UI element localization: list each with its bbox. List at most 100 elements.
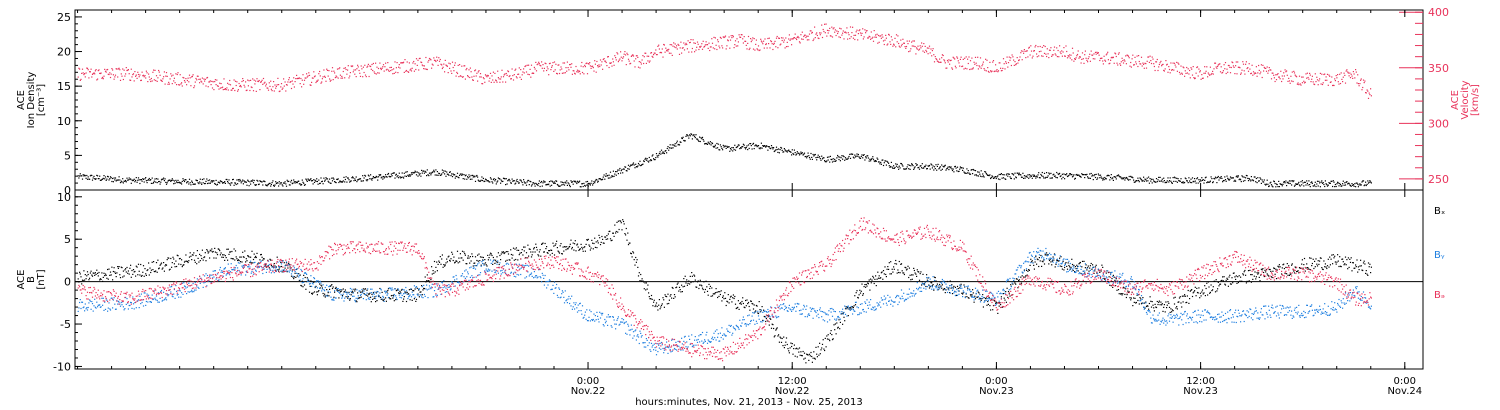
data-point: [324, 293, 326, 295]
data-point: [603, 242, 605, 244]
data-point: [901, 43, 903, 45]
data-point: [1127, 54, 1129, 57]
data-point: [470, 71, 472, 73]
data-point: [456, 250, 459, 252]
data-point: [982, 63, 984, 65]
data-point: [596, 60, 598, 63]
data-point: [605, 238, 607, 240]
data-point: [661, 303, 663, 305]
data-point: [201, 178, 203, 181]
data-point: [1245, 174, 1247, 177]
data-point: [80, 175, 82, 177]
data-point: [1247, 177, 1249, 179]
data-point: [1168, 181, 1170, 183]
data-point: [520, 78, 522, 80]
data-point: [1198, 179, 1200, 181]
data-point: [839, 27, 841, 29]
data-point: [987, 300, 989, 303]
y-tick-label: 0: [64, 184, 71, 197]
data-point: [884, 266, 886, 268]
data-point: [681, 47, 683, 49]
data-point: [370, 178, 372, 180]
data-point: [846, 27, 848, 29]
velocity-tick-label: 400: [1428, 6, 1449, 19]
data-point: [1089, 177, 1091, 179]
data-point: [219, 250, 221, 252]
data-point: [1205, 176, 1207, 178]
data-point: [860, 34, 862, 36]
data-point: [990, 309, 992, 311]
data-point: [1190, 67, 1192, 69]
data-point: [1252, 179, 1254, 181]
data-point: [1266, 66, 1268, 68]
data-point: [833, 27, 835, 29]
data-point: [616, 221, 618, 223]
data-point: [738, 308, 740, 310]
data-point: [1325, 183, 1327, 185]
data-point: [264, 181, 266, 183]
data-point: [603, 58, 605, 60]
data-point: [512, 75, 514, 77]
data-point: [87, 69, 89, 71]
data-point: [921, 42, 923, 44]
data-point: [316, 180, 318, 183]
data-point: [256, 252, 258, 254]
data-point: [1237, 66, 1239, 68]
data-point: [617, 61, 619, 63]
data-point: [950, 166, 952, 168]
data-point: [395, 174, 397, 176]
data-point: [632, 162, 635, 164]
data-point: [316, 80, 318, 82]
data-point: [1047, 53, 1049, 55]
data-point: [723, 36, 725, 39]
data-point: [773, 150, 775, 153]
data-point: [329, 182, 331, 184]
data-point: [1212, 70, 1214, 72]
data-point: [844, 157, 847, 159]
data-point: [1000, 67, 1002, 69]
data-point: [742, 38, 744, 40]
data-point: [766, 314, 768, 317]
data-point: [646, 158, 648, 160]
data-point: [84, 174, 86, 176]
data-point: [691, 133, 693, 136]
data-point: [1179, 180, 1181, 182]
data-point: [306, 76, 308, 78]
data-point: [402, 300, 404, 302]
data-point: [1212, 181, 1214, 183]
data-point: [696, 41, 699, 43]
data-point: [1264, 67, 1266, 69]
data-point: [257, 180, 259, 182]
data-point: [77, 76, 79, 78]
data-point: [747, 301, 750, 304]
data-point: [382, 178, 384, 180]
data-point: [227, 82, 229, 84]
data-point: [932, 165, 934, 167]
data-point: [133, 178, 135, 180]
data-point: [999, 302, 1001, 304]
data-point: [140, 275, 142, 277]
data-point: [502, 251, 505, 253]
data-point: [985, 297, 987, 299]
data-point: [719, 149, 721, 151]
data-point: [131, 179, 133, 181]
data-point: [619, 167, 621, 170]
data-point: [186, 79, 188, 82]
data-point: [895, 165, 898, 167]
data-point: [1220, 176, 1222, 178]
data-point: [793, 153, 795, 156]
data-point: [237, 89, 239, 91]
data-point: [467, 75, 469, 77]
data-point: [772, 148, 774, 150]
data-point: [683, 42, 685, 44]
data-point: [104, 273, 107, 275]
data-point: [375, 176, 377, 179]
data-point: [638, 61, 640, 63]
data-point: [546, 252, 548, 254]
data-point: [749, 309, 751, 311]
data-point: [670, 294, 672, 296]
data-point: [765, 317, 767, 320]
data-point: [545, 63, 547, 65]
data-point: [602, 242, 604, 244]
data-point: [663, 152, 665, 155]
